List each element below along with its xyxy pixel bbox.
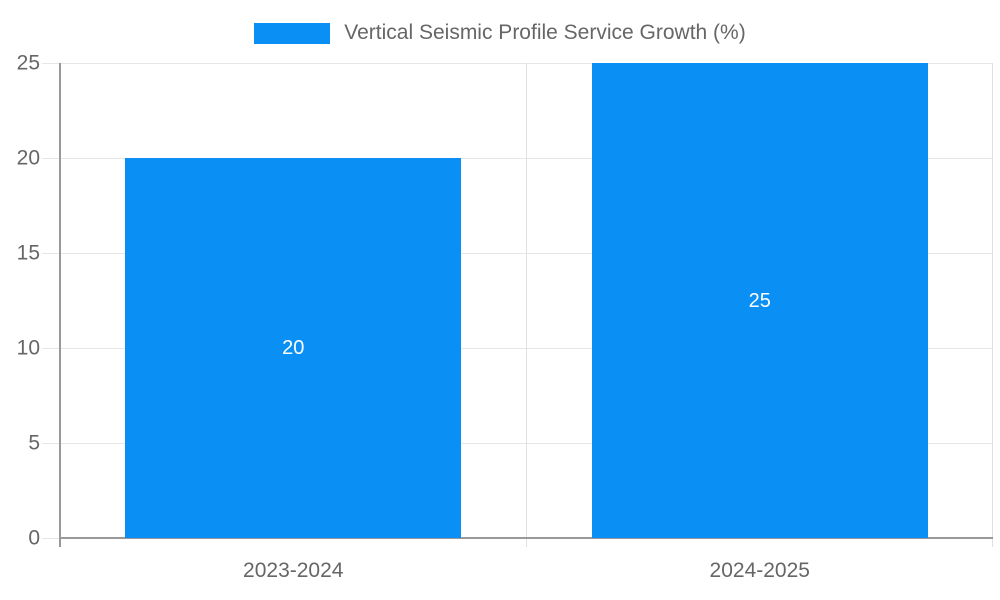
y-gridline	[60, 253, 993, 254]
y-tick	[42, 158, 60, 159]
x-axis-tick-label: 2023-2024	[243, 559, 344, 582]
y-axis-tick-label: 20	[16, 146, 40, 170]
y-tick	[42, 348, 60, 349]
y-gridline	[60, 63, 993, 64]
category-boundary-line	[992, 63, 993, 547]
legend-label: Vertical Seismic Profile Service Growth …	[344, 21, 746, 44]
y-axis-tick-label: 10	[16, 336, 40, 360]
y-axis-tick-label: 25	[16, 51, 40, 75]
y-tick	[42, 63, 60, 64]
plot-area: 0 5 10 15 20 25 20 2023-2024 25 2024-2025	[17, 53, 993, 581]
x-axis-line	[60, 537, 993, 539]
y-tick	[42, 253, 60, 254]
bar-2023-2024[interactable]: 20	[125, 158, 462, 538]
category-boundary-line	[525, 63, 527, 547]
bar-value-label: 20	[282, 337, 305, 359]
y-axis-tick-label: 0	[28, 526, 40, 550]
y-gridline	[60, 348, 993, 349]
y-tick	[42, 443, 60, 444]
y-axis-tick-label: 5	[28, 431, 40, 455]
y-gridline	[60, 443, 993, 444]
y-gridline	[60, 158, 993, 159]
chart-legend: Vertical Seismic Profile Service Growth …	[0, 21, 1000, 45]
legend-swatch	[254, 22, 331, 44]
legend-item[interactable]: Vertical Seismic Profile Service Growth …	[254, 21, 746, 45]
bar-2024-2025[interactable]: 25	[591, 63, 928, 538]
x-axis-tick-label: 2024-2025	[709, 559, 810, 582]
y-axis-line	[59, 63, 61, 547]
y-axis-tick-label: 15	[16, 241, 40, 265]
bar-value-label: 25	[748, 289, 771, 312]
y-tick	[42, 538, 60, 539]
